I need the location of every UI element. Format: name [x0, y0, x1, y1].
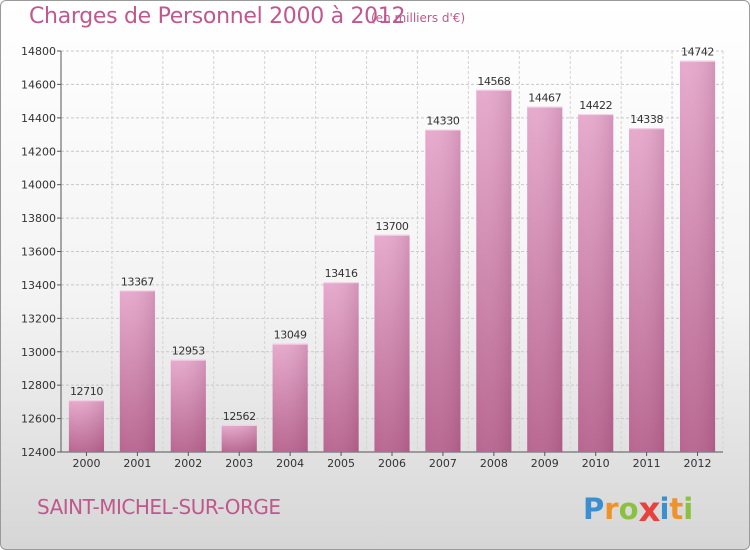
x-tick-label: 2011 — [633, 457, 661, 470]
x-tick-label: 2003 — [225, 457, 253, 470]
value-label: 13700 — [376, 220, 409, 233]
value-label: 13049 — [274, 329, 307, 342]
axis-layer: 12400 12600 12800 13000 13200 13400 13600 13800… — [21, 45, 723, 470]
value-label: 12562 — [223, 410, 256, 423]
value-label: 14742 — [681, 46, 714, 59]
logo-letter: r — [604, 492, 619, 526]
value-label: 13367 — [121, 275, 154, 288]
y-tick-label: 13400 — [21, 279, 56, 292]
bar-layer — [68, 60, 716, 453]
bar-shade — [170, 359, 206, 452]
proxiti-logo[interactable]: Proxiti — [583, 488, 694, 530]
x-tick-label: 2010 — [582, 457, 610, 470]
x-tick-label: 2000 — [72, 457, 100, 470]
x-tick-label: 2007 — [429, 457, 457, 470]
chart-subtitle: (en milliers d'€) — [371, 11, 466, 25]
x-tick-label: 2002 — [174, 457, 202, 470]
logo-letter: t — [669, 492, 684, 526]
bar-shade — [527, 106, 563, 453]
x-tick-label: 2004 — [276, 457, 304, 470]
y-tick-label: 13800 — [21, 212, 56, 225]
bar-shade — [119, 290, 155, 452]
bar-shade — [323, 282, 359, 452]
logo-letter: x — [638, 490, 661, 530]
logo-letter: i — [683, 492, 694, 526]
bar-shade — [425, 129, 461, 452]
y-tick-label: 13000 — [21, 346, 56, 359]
y-tick-label: 14000 — [21, 179, 56, 192]
y-tick-label: 12400 — [21, 446, 56, 459]
x-tick-label: 2006 — [378, 457, 406, 470]
value-label: 14467 — [528, 92, 561, 105]
bar-shade — [272, 343, 308, 452]
value-label: 13416 — [325, 267, 358, 280]
y-tick-label: 12600 — [21, 413, 56, 426]
city-name: SAINT-MICHEL-SUR-ORGE — [37, 495, 281, 519]
chart-title: Charges de Personnel 2000 à 2012 — [29, 4, 406, 29]
bar-shade — [374, 234, 410, 452]
y-tick-label: 12800 — [21, 379, 56, 392]
value-label: 14568 — [477, 75, 510, 88]
value-label: 12953 — [172, 345, 205, 358]
label-layer: 12710 13367 12953 12562 13049 13416 13700 14330… — [70, 46, 714, 423]
y-tick-label: 13200 — [21, 312, 56, 325]
y-tick-label: 14200 — [21, 145, 56, 158]
logo-letter: P — [583, 492, 605, 526]
value-label: 14422 — [579, 99, 612, 112]
x-tick-label: 2001 — [123, 457, 151, 470]
value-label: 14338 — [630, 113, 663, 126]
y-tick-label: 14600 — [21, 78, 56, 91]
bar-shade — [476, 89, 512, 452]
logo-letter: o — [618, 492, 639, 526]
x-tick-label: 2009 — [531, 457, 559, 470]
x-tick-label: 2008 — [480, 457, 508, 470]
bar-shade — [68, 400, 105, 452]
y-tick-label: 13600 — [21, 246, 56, 259]
bar-shade — [679, 60, 716, 453]
bar-shade — [629, 128, 665, 452]
bar-shade — [578, 114, 614, 452]
x-tick-label: 2012 — [684, 457, 712, 470]
bar-shade — [221, 424, 257, 452]
x-tick-label: 2005 — [327, 457, 355, 470]
logo-letter: i — [659, 492, 670, 526]
y-tick-label: 14400 — [21, 112, 56, 125]
value-label: 12710 — [70, 385, 103, 398]
value-label: 14330 — [426, 115, 459, 128]
y-tick-label: 14800 — [21, 45, 56, 58]
